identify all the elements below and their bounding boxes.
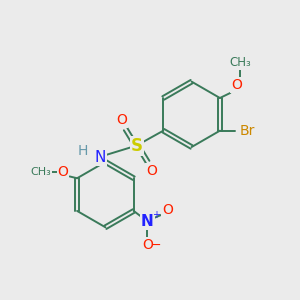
Text: O: O: [58, 165, 69, 179]
Text: O: O: [231, 78, 242, 92]
Text: O: O: [142, 238, 153, 252]
Text: O: O: [116, 113, 127, 127]
Text: N: N: [141, 214, 154, 229]
Text: N: N: [95, 150, 106, 165]
Text: O: O: [162, 203, 173, 217]
Text: −: −: [151, 238, 162, 252]
Text: CH₃: CH₃: [229, 56, 251, 69]
Text: S: S: [130, 136, 142, 154]
Text: Br: Br: [240, 124, 255, 138]
Text: +: +: [152, 210, 160, 220]
Text: O: O: [146, 164, 157, 178]
Text: CH₃: CH₃: [30, 167, 51, 177]
Text: H: H: [77, 144, 88, 158]
